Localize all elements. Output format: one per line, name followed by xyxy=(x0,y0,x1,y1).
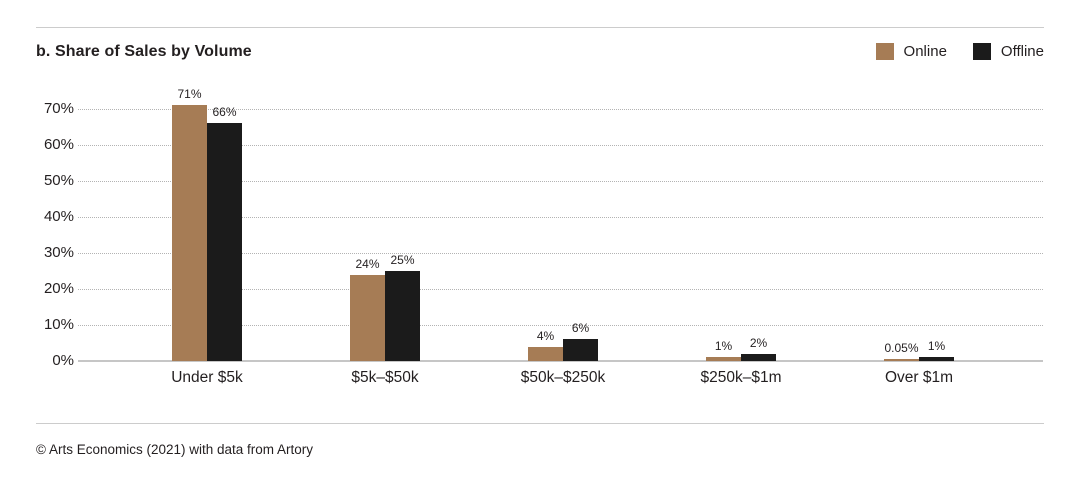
bar-online xyxy=(706,357,741,361)
y-axis-tick-label: 30% xyxy=(43,244,74,261)
bar-online xyxy=(350,275,385,361)
x-axis-category-label: Over $1m xyxy=(884,369,954,386)
bar-online xyxy=(884,359,919,361)
gridline xyxy=(78,145,1043,146)
y-axis-tick-label: 60% xyxy=(43,136,74,153)
bar-value-label: 71% xyxy=(177,87,202,101)
bar-value-label: 25% xyxy=(390,253,415,267)
bar-value-label: 4% xyxy=(536,329,555,343)
bottom-divider xyxy=(36,423,1044,424)
legend: Online Offline xyxy=(875,43,1044,60)
legend-item-offline: Offline xyxy=(972,43,1044,60)
y-axis-tick-label: 40% xyxy=(43,208,74,225)
bar-online xyxy=(528,347,563,361)
legend-label-online: Online xyxy=(903,43,947,60)
legend-item-online: Online xyxy=(875,43,947,60)
bar-offline xyxy=(741,354,776,361)
y-axis-tick-label: 10% xyxy=(43,316,74,333)
gridline xyxy=(78,181,1043,182)
y-axis-tick-label: 0% xyxy=(52,352,74,369)
bar-value-label: 1% xyxy=(714,339,733,353)
bar-offline xyxy=(207,123,242,361)
bar-offline xyxy=(385,271,420,361)
bar-offline xyxy=(919,357,954,361)
gridline xyxy=(78,325,1043,326)
gridline xyxy=(78,289,1043,290)
legend-label-offline: Offline xyxy=(1000,43,1044,60)
chart-title: b. Share of Sales by Volume xyxy=(36,43,252,60)
bar-value-label: 24% xyxy=(355,257,380,271)
y-axis-tick-label: 20% xyxy=(43,280,74,297)
gridline xyxy=(78,109,1043,110)
source-credit: © Arts Economics (2021) with data from A… xyxy=(36,442,314,457)
x-axis-category-label: $50k–$250k xyxy=(520,369,606,386)
bar-value-label: 6% xyxy=(571,321,590,335)
y-axis-tick-label: 50% xyxy=(43,172,74,189)
top-divider xyxy=(36,27,1044,28)
gridline xyxy=(78,217,1043,218)
bar-value-label: 66% xyxy=(212,105,237,119)
bar-value-label: 2% xyxy=(749,336,768,350)
legend-swatch-offline-icon xyxy=(972,43,991,60)
x-axis-category-label: $250k–$1m xyxy=(700,369,782,386)
gridline xyxy=(78,253,1043,254)
x-axis-category-label: $5k–$50k xyxy=(351,369,419,386)
x-axis-category-label: Under $5k xyxy=(171,369,243,386)
bar-online xyxy=(172,105,207,361)
bar-value-label: 0.05% xyxy=(884,341,919,355)
x-axis-line xyxy=(78,360,1043,362)
bar-offline xyxy=(563,339,598,361)
bar-value-label: 1% xyxy=(927,339,946,353)
legend-swatch-online-icon xyxy=(875,43,894,60)
y-axis-tick-label: 70% xyxy=(43,100,74,117)
